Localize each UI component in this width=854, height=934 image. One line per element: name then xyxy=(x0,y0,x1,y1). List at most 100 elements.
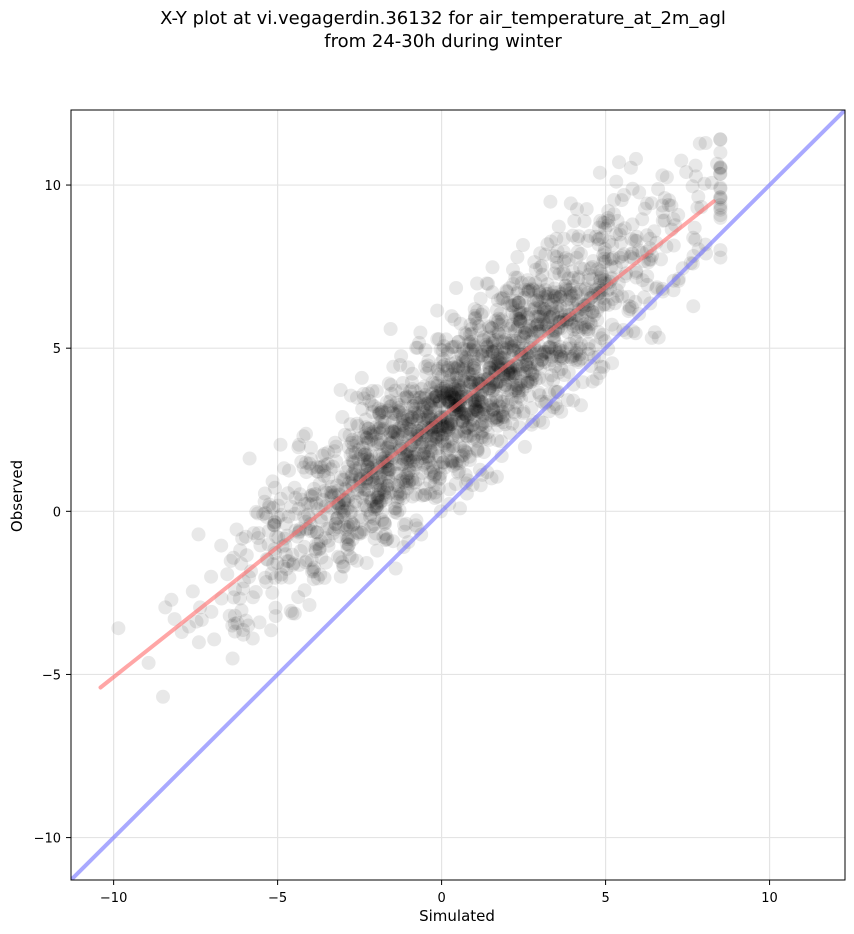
data-point xyxy=(446,454,461,469)
data-point xyxy=(386,359,401,374)
data-point xyxy=(496,402,511,417)
data-point xyxy=(333,505,348,519)
data-point xyxy=(655,205,670,220)
data-point xyxy=(439,386,454,401)
data-point xyxy=(472,419,487,434)
data-point xyxy=(554,404,569,419)
data-point xyxy=(222,608,237,623)
data-point xyxy=(457,426,472,440)
data-point xyxy=(540,373,555,388)
data-point xyxy=(274,570,289,585)
data-point xyxy=(622,299,637,314)
data-point xyxy=(527,255,542,270)
data-point xyxy=(458,467,473,482)
data-point xyxy=(438,460,452,475)
data-point xyxy=(369,496,384,510)
data-point xyxy=(236,627,251,642)
data-point xyxy=(480,398,495,413)
data-point xyxy=(299,426,313,441)
data-point xyxy=(395,383,410,398)
data-point xyxy=(388,466,403,481)
data-point xyxy=(424,400,439,415)
data-point xyxy=(285,547,300,562)
data-point xyxy=(447,381,462,396)
data-point xyxy=(470,443,485,457)
data-point xyxy=(389,395,404,410)
data-point xyxy=(404,375,419,390)
data-point xyxy=(574,337,588,352)
data-point xyxy=(371,401,386,416)
data-point xyxy=(441,395,456,410)
data-point xyxy=(661,198,676,212)
data-point xyxy=(432,394,447,408)
data-point xyxy=(478,431,493,446)
data-point xyxy=(688,158,703,173)
data-point xyxy=(336,472,350,487)
data-point xyxy=(583,261,598,276)
data-point xyxy=(403,422,418,437)
data-point xyxy=(392,466,407,481)
data-point xyxy=(692,136,707,151)
data-point xyxy=(484,413,499,428)
data-point xyxy=(609,174,624,189)
data-point xyxy=(637,290,652,305)
data-point xyxy=(570,293,585,308)
data-point xyxy=(481,276,496,291)
data-point xyxy=(624,232,639,247)
data-point xyxy=(444,356,459,371)
data-point xyxy=(442,482,457,497)
data-point xyxy=(566,393,581,408)
data-point xyxy=(563,350,578,365)
data-point xyxy=(296,460,311,475)
data-point xyxy=(513,314,528,329)
data-point xyxy=(596,297,611,312)
data-point xyxy=(490,325,505,340)
data-point xyxy=(422,397,437,412)
data-point xyxy=(456,354,470,369)
data-point xyxy=(541,315,556,330)
data-point xyxy=(354,513,369,528)
data-point xyxy=(427,470,442,484)
data-point xyxy=(409,412,424,427)
data-point xyxy=(317,446,332,461)
data-point xyxy=(374,474,389,489)
data-point xyxy=(419,425,434,440)
data-point xyxy=(355,490,370,505)
data-point xyxy=(494,345,509,360)
data-point xyxy=(369,426,384,441)
data-point xyxy=(527,325,542,340)
data-point xyxy=(538,286,553,301)
data-point xyxy=(614,255,629,269)
data-point xyxy=(433,427,448,442)
data-point xyxy=(490,293,505,308)
data-point xyxy=(436,455,450,470)
data-point xyxy=(635,212,650,227)
data-point xyxy=(225,651,240,666)
data-point xyxy=(713,161,728,176)
data-point xyxy=(357,391,371,406)
data-point xyxy=(490,333,504,347)
data-point xyxy=(445,387,459,402)
data-point xyxy=(713,208,728,223)
data-point xyxy=(621,304,636,319)
data-point xyxy=(417,398,432,413)
data-point xyxy=(566,288,580,303)
data-point xyxy=(388,383,403,398)
data-point xyxy=(472,394,487,409)
data-point xyxy=(534,347,549,362)
data-point xyxy=(303,488,318,503)
data-point xyxy=(467,358,482,373)
data-point xyxy=(348,446,363,460)
data-point xyxy=(373,433,388,447)
data-point xyxy=(643,241,658,256)
data-point xyxy=(377,516,392,531)
data-point xyxy=(520,374,535,388)
data-point xyxy=(569,343,584,358)
data-point xyxy=(330,511,345,526)
data-point xyxy=(564,289,579,304)
data-point xyxy=(424,386,439,401)
data-point xyxy=(591,232,606,247)
data-point xyxy=(492,398,506,413)
data-point xyxy=(361,421,376,436)
data-point xyxy=(541,293,556,308)
